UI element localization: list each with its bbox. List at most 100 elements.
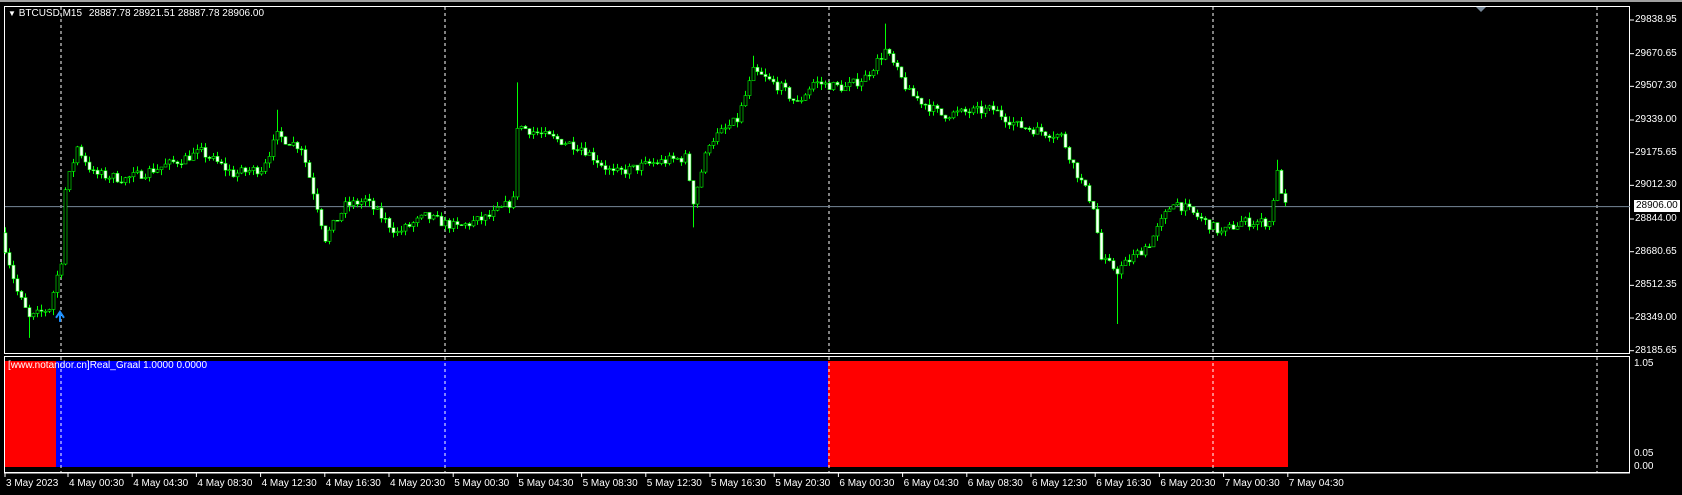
candle-bear (487, 214, 492, 217)
candle-bear (903, 77, 908, 90)
candle-bear (995, 109, 1000, 112)
candle-bull (495, 206, 500, 211)
x-tick-label: 6 May 20:30 (1160, 478, 1216, 489)
candle-bull (947, 117, 952, 120)
main-chart-window[interactable] (4, 6, 1630, 354)
candle-bear (3, 232, 8, 253)
candle-bull (339, 212, 344, 221)
candle-bear (1023, 127, 1028, 130)
candle-bull (975, 106, 980, 109)
candle-bull (99, 170, 104, 175)
candle-bear (591, 151, 596, 161)
candle-bear (555, 135, 560, 140)
candle-bull (1259, 218, 1264, 223)
candle-bear (915, 95, 920, 99)
candle-bull (907, 87, 912, 90)
candle-bear (151, 168, 156, 173)
candle-bear (319, 209, 324, 227)
candle-bear (243, 167, 248, 173)
indicator-label: [www.notandor.cn]Real_Graal 1.0000 0.000… (8, 360, 208, 371)
candle-bull (1167, 208, 1172, 212)
candle-bear (1039, 126, 1044, 133)
candle-bull (1251, 224, 1256, 227)
candle-bull (247, 170, 252, 173)
candle-bear (867, 74, 872, 77)
candle-bear (355, 200, 360, 205)
candle-bear (1111, 260, 1116, 270)
indicator-scale-min-overlap: 0.05 (1634, 448, 1654, 459)
candle-bull (667, 155, 672, 164)
candle-bull (135, 170, 140, 173)
candle-bull (75, 146, 80, 164)
candle-bull (743, 95, 748, 107)
candle-bear (187, 155, 192, 161)
candle-bull (131, 172, 136, 178)
candle-bull (863, 74, 868, 82)
candle-bull (331, 219, 336, 231)
candle-bear (367, 198, 372, 202)
candle-bull (955, 110, 960, 113)
candle-bear (1263, 218, 1268, 227)
candle-bull (1171, 204, 1176, 210)
candle-bear (87, 161, 92, 171)
candle-bear (1067, 147, 1072, 161)
candle-bear (1095, 208, 1100, 234)
candle-bear (39, 309, 44, 312)
candle-bull (1131, 254, 1136, 263)
candle-bear (623, 169, 628, 175)
candle-bear (1187, 203, 1192, 208)
candle-bull (875, 58, 880, 71)
candle-bull (587, 151, 592, 156)
candle-bull (851, 78, 856, 83)
candle-bull (1267, 221, 1272, 227)
candle-bull (127, 176, 132, 179)
candle-bull (107, 177, 112, 180)
x-tick-label: 6 May 08:30 (967, 478, 1023, 489)
candle-bull (811, 82, 816, 90)
candle-bull (815, 81, 820, 84)
candle-bull (723, 127, 728, 130)
candle-bear (759, 71, 764, 75)
candle-bull (631, 164, 636, 167)
candle-bull (627, 166, 632, 175)
candle-bear (459, 224, 464, 226)
candle-bear (83, 155, 88, 163)
candle-bull (799, 100, 804, 102)
candle-bull (191, 152, 196, 161)
candle-bull (411, 222, 416, 227)
candle-bear (691, 180, 696, 205)
candle-bear (139, 170, 144, 179)
candle-bear (911, 87, 916, 97)
candle-bull (443, 219, 448, 227)
y-tick-label: 28185.65 (1635, 344, 1677, 356)
candle-bull (199, 147, 204, 150)
candle-bear (559, 138, 564, 145)
x-tick-label: 5 May 04:30 (518, 478, 574, 489)
candle-bear (767, 76, 772, 80)
candle-bear (1203, 218, 1208, 221)
candle-bull (715, 132, 720, 142)
candle-bull (143, 177, 148, 179)
candle-bull (531, 131, 536, 135)
candle-bull (471, 220, 476, 227)
candle-bull (1227, 224, 1232, 228)
candle-bear (771, 78, 776, 83)
candle-bear (963, 108, 968, 113)
x-tick-label: 5 May 00:30 (454, 478, 510, 489)
candle-bear (535, 131, 540, 134)
indicator-bar-red (5, 361, 56, 467)
candle-bull (351, 200, 356, 206)
candle-bull (699, 171, 704, 188)
candle-bear (835, 82, 840, 86)
candle-bull (47, 309, 52, 312)
candle-bear (919, 97, 924, 105)
candle-bull (59, 263, 64, 276)
candle-bear (1283, 193, 1288, 203)
candle-bull (155, 169, 160, 173)
triangle-down-icon[interactable]: ▼ (8, 9, 16, 18)
candle-bear (455, 221, 460, 225)
candle-bear (967, 111, 972, 114)
y-tick-label: 29507.30 (1635, 80, 1677, 92)
candle-bull (267, 156, 272, 164)
candle-bull (503, 201, 508, 207)
